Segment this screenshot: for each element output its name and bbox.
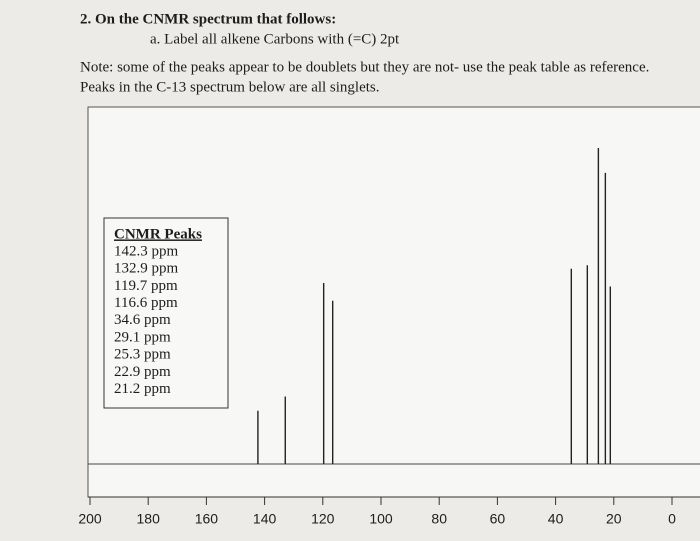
peak-table-row: 34.6 ppm bbox=[114, 312, 171, 328]
x-tick-label: 200 bbox=[78, 511, 102, 527]
peak-table-title: CNMR Peaks bbox=[114, 226, 202, 242]
x-tick-label: 140 bbox=[253, 511, 277, 527]
peak-table-box bbox=[103, 217, 229, 409]
x-tick-label: 180 bbox=[137, 511, 161, 527]
x-tick-label: 60 bbox=[490, 511, 506, 527]
question-title: 2. On the CNMR spectrum that follows: bbox=[80, 11, 336, 27]
question-part: a. Label all alkene Carbons with (=C) 2p… bbox=[150, 31, 400, 47]
peak-table-row: 25.3 ppm bbox=[114, 347, 171, 363]
peak-table-row: 22.9 ppm bbox=[114, 364, 171, 380]
x-tick-label: 160 bbox=[195, 511, 219, 527]
x-tick-label: 40 bbox=[548, 511, 564, 527]
peak-table-row: 142.3 ppm bbox=[114, 243, 179, 259]
peak-table-row: 116.6 ppm bbox=[114, 295, 178, 311]
peak-table-row: 132.9 ppm bbox=[114, 261, 179, 277]
peak-table-row: 119.7 ppm bbox=[114, 278, 178, 294]
note-line: Peaks in the C-13 spectrum below are all… bbox=[80, 79, 380, 95]
peak-table-row: 29.1 ppm bbox=[114, 329, 171, 345]
x-tick-label: 20 bbox=[606, 511, 622, 527]
x-tick-label: 120 bbox=[311, 511, 335, 527]
peak-table-row: 21.2 ppm bbox=[114, 381, 171, 397]
x-tick-label: 100 bbox=[369, 511, 393, 527]
note-line: Note: some of the peaks appear to be dou… bbox=[80, 59, 649, 75]
x-tick-label: 0 bbox=[668, 511, 676, 527]
x-tick-label: 80 bbox=[431, 511, 447, 527]
